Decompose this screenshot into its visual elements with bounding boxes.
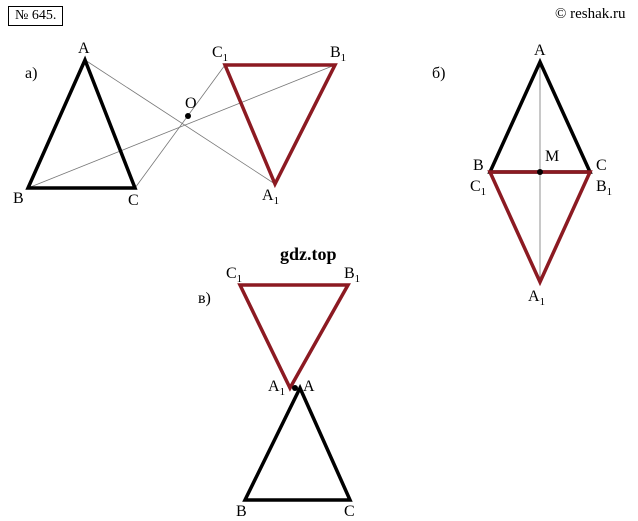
fig-a-vC: C — [128, 192, 139, 210]
fig-a-vA1: A1 — [262, 187, 279, 207]
fig-a-label: а) — [25, 65, 37, 83]
fig-a-triangle-black — [28, 60, 135, 188]
fig-a-vC1: C1 — [212, 44, 228, 64]
fig-b-vC1: C1 — [470, 178, 486, 198]
fig-b-label: б) — [432, 65, 445, 83]
fig-c-point-a — [292, 385, 298, 391]
diagram-canvas: № 645. © reshak.ru gdz.top — [0, 0, 638, 521]
fig-c-triangle-red — [240, 285, 348, 388]
fig-b-vB1: B1 — [596, 178, 612, 198]
geometry-svg — [0, 0, 638, 521]
fig-c-vA: A — [303, 378, 315, 396]
fig-a-vB: B — [13, 190, 24, 208]
fig-c-vB: B — [236, 503, 247, 521]
fig-a-vO: O — [185, 95, 197, 113]
fig-b-vM: M — [545, 148, 559, 166]
fig-b-vC: C — [596, 157, 607, 175]
fig-c-vC: C — [344, 503, 355, 521]
fig-b-vB: B — [473, 157, 484, 175]
fig-c-triangle-black — [245, 388, 350, 500]
fig-b-vA1: A1 — [528, 288, 545, 308]
fig-c-label: в) — [198, 290, 211, 308]
fig-a-vB1: B1 — [330, 44, 346, 64]
fig-a-point-o — [185, 113, 191, 119]
fig-c-vA1: A1 — [268, 378, 285, 398]
fig-b-vA: A — [534, 42, 546, 60]
fig-c-vB1: B1 — [344, 265, 360, 285]
fig-c-vC1: C1 — [226, 265, 242, 285]
fig-b-point-m — [537, 169, 543, 175]
fig-a-construction — [28, 60, 335, 188]
fig-a-triangle-red — [225, 65, 335, 184]
fig-a-vA: A — [78, 40, 90, 58]
